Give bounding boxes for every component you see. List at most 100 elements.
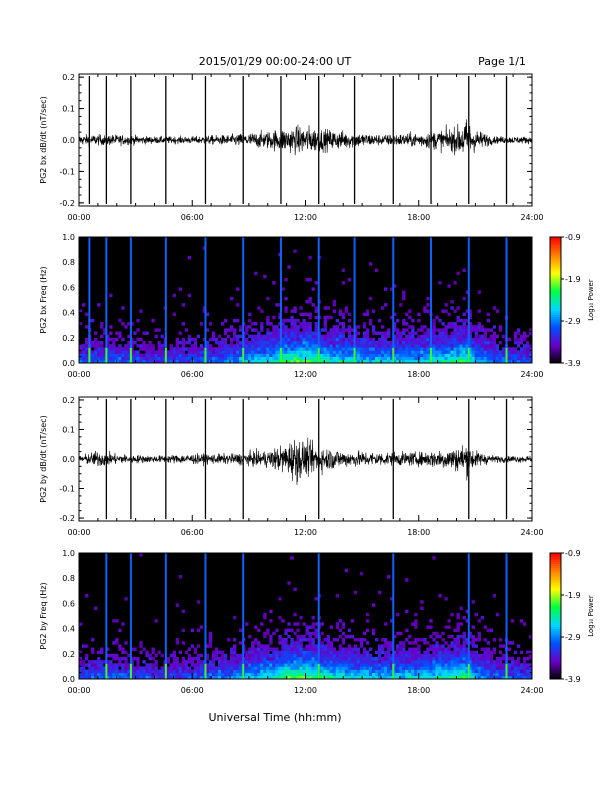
spectrogram-cell	[302, 669, 306, 673]
spectrogram-cell	[513, 353, 518, 357]
spectrogram-cell	[226, 350, 231, 354]
spectrogram-cell	[390, 347, 394, 351]
spectrogram-cell	[432, 325, 436, 329]
y-tick-label: 0.6	[62, 283, 75, 292]
spectrogram-cell	[402, 663, 406, 667]
spectrogram-cell	[275, 672, 279, 677]
spectrogram-cell	[462, 663, 466, 667]
spectrogram-cell	[296, 350, 300, 354]
spectrogram-cell	[184, 340, 189, 345]
spectrogram-cell	[88, 675, 92, 680]
spectrogram-cell	[236, 303, 240, 307]
spectrogram-cell	[335, 334, 340, 339]
spectrogram-cell	[341, 631, 346, 636]
spectrogram-cell	[341, 268, 346, 272]
spectrogram-cell	[462, 638, 466, 642]
spectrogram-cell	[432, 656, 436, 661]
spectrogram-cell	[311, 656, 315, 661]
spectrogram-cell	[193, 350, 198, 354]
spectrogram-cell	[435, 656, 439, 661]
spectrogram-cell	[486, 347, 491, 351]
spectrogram-cell	[320, 653, 324, 658]
spectrogram-cell	[311, 287, 315, 291]
spectrogram-cell	[233, 318, 237, 323]
spectrogram-cell	[272, 325, 276, 329]
spectrogram-cell	[393, 337, 397, 342]
y-axis-label: PG2 by dB/dt (nT/sec)	[39, 415, 48, 502]
spectrogram-cell	[405, 609, 409, 614]
spectrogram-cell	[408, 331, 412, 335]
spectrogram-cell	[513, 666, 518, 670]
spectrogram-cell	[148, 344, 152, 348]
spectrogram-cell	[299, 653, 303, 658]
spectrogram-cell	[468, 334, 472, 339]
spectrogram-cell	[245, 675, 249, 680]
spectrogram-cell	[459, 359, 463, 364]
spectrogram-cell	[329, 347, 333, 351]
spike-band-low	[317, 347, 320, 363]
spectrogram-cell	[332, 666, 336, 670]
spectrogram-cell	[223, 675, 228, 680]
spectrogram-cell	[251, 653, 255, 658]
spectrogram-cell	[181, 675, 185, 680]
colorbar-frame	[549, 236, 562, 364]
spectrogram-cell	[308, 631, 312, 636]
spectrogram-cell	[522, 672, 527, 677]
spectrogram-cell	[106, 647, 110, 651]
spectrogram-cell	[94, 663, 98, 667]
spectrogram-cell	[365, 650, 370, 655]
spectrogram-cell	[284, 672, 288, 677]
spectrogram-cell	[462, 268, 466, 272]
spectrogram-cell	[350, 347, 355, 351]
spectrogram-cell	[405, 340, 409, 345]
spectrogram-cell	[429, 647, 433, 651]
spectrogram-cell	[311, 337, 315, 342]
spectrogram-cell	[284, 296, 288, 301]
spectrogram-cell	[166, 356, 170, 361]
spectrogram-cell	[293, 675, 297, 680]
spectrogram-cell	[465, 356, 469, 361]
spectrogram-cell	[305, 344, 309, 348]
spectrogram-cell	[236, 337, 240, 342]
x-tick-label: 12:00	[294, 213, 317, 222]
spectrogram-cell	[368, 663, 373, 667]
spectrogram-cell	[350, 656, 355, 661]
spectrogram-cell	[528, 650, 533, 655]
spectrogram-cell	[396, 669, 400, 673]
spectrogram-cell	[79, 666, 83, 670]
spectrogram-cell	[390, 666, 394, 670]
spectrogram-cell	[293, 328, 297, 332]
spectrogram-cell	[465, 609, 469, 614]
spectrogram-cell	[377, 353, 382, 357]
spectrogram-cell	[230, 356, 234, 361]
spectrogram-cell	[411, 325, 415, 329]
spectrogram-cell	[299, 347, 303, 351]
spectrogram-cell	[193, 359, 198, 364]
spectrogram-cell	[441, 347, 445, 351]
spectrogram-cell	[468, 328, 472, 332]
colorbar-swatch	[550, 601, 561, 604]
spectrogram-cell	[314, 622, 318, 626]
spectrogram-cell	[371, 359, 376, 364]
spectrogram-cell	[405, 350, 409, 354]
spectrogram-cell	[528, 672, 533, 677]
spectrogram-cell	[459, 660, 463, 664]
spectrogram-cell	[263, 644, 267, 648]
spectrogram-cell	[371, 666, 376, 670]
spectrogram-cell	[214, 359, 219, 364]
spectrogram-cell	[121, 675, 125, 680]
spectrogram-cell	[296, 356, 300, 361]
spectrogram-cell	[326, 663, 330, 667]
spectrogram-cell	[257, 359, 261, 364]
spectrogram-cell	[456, 315, 460, 320]
spectrogram-cell	[314, 634, 318, 639]
colorbar-tick-label: -0.9	[565, 233, 581, 242]
spectrogram-cell	[266, 631, 270, 636]
spectrogram-cell	[208, 359, 213, 364]
spectrogram-cell	[510, 666, 515, 670]
spectrogram-cell	[217, 672, 222, 677]
spectrogram-cell	[438, 328, 442, 332]
spectrogram-cell	[124, 347, 128, 351]
spectrogram-cell	[269, 647, 273, 651]
colorbar-swatch	[550, 350, 561, 353]
